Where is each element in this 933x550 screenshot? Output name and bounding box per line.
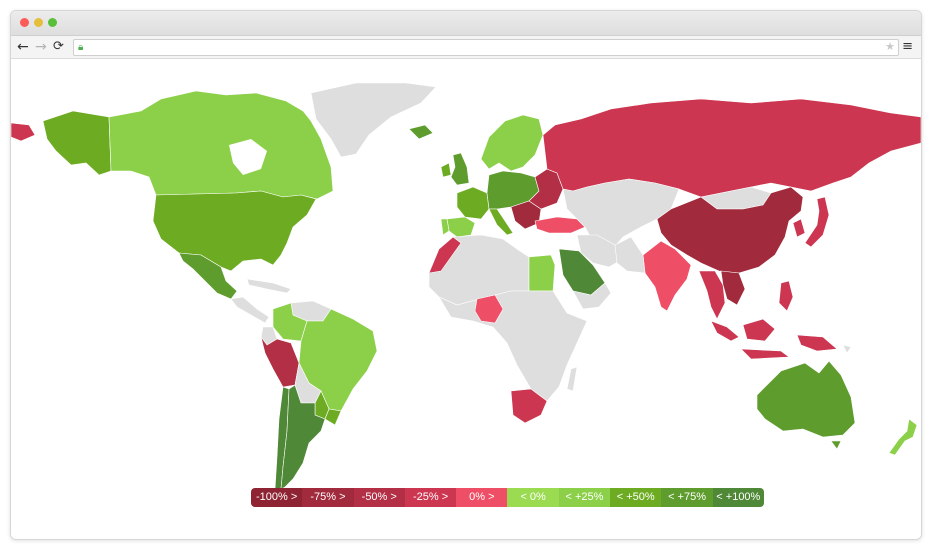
region-south-africa[interactable]	[510, 388, 548, 424]
region-scandinavia[interactable]	[480, 114, 544, 172]
region-alaska[interactable]	[42, 110, 112, 176]
region-south-korea[interactable]	[792, 218, 806, 238]
region-iceland[interactable]	[408, 124, 434, 140]
region-vietnam[interactable]	[720, 270, 746, 306]
world-map-canvas	[11, 59, 921, 539]
region-uruguay[interactable]	[324, 408, 342, 426]
region-sub-saharan-africa[interactable]	[438, 290, 588, 402]
region-pakistan[interactable]	[614, 236, 646, 274]
region-australia[interactable]	[756, 360, 856, 438]
region-papua-new-guinea[interactable]	[796, 334, 838, 352]
hamburger-menu-icon[interactable]: ≡	[902, 39, 913, 54]
region-canada[interactable]	[108, 90, 334, 200]
region-indonesia[interactable]	[710, 318, 790, 360]
star-icon[interactable]: ★	[885, 40, 895, 53]
lock-icon: 🔒︎	[78, 42, 84, 53]
region-morocco[interactable]	[428, 236, 462, 274]
region-nigeria[interactable]	[474, 294, 504, 324]
legend-item-minus-75: -75% >	[302, 488, 354, 507]
legend-item-zero-up: < 0%	[507, 488, 559, 507]
region-arabian-peninsula[interactable]	[572, 282, 612, 310]
region-turkey[interactable]	[534, 216, 586, 234]
legend-item-minus-25: -25% >	[404, 488, 457, 507]
legend-item-minus-100: -100% >	[251, 488, 303, 507]
hudson-bay	[229, 139, 267, 175]
region-central-america[interactable]	[230, 296, 270, 324]
legend-item-zero-down: 0% >	[456, 488, 508, 507]
region-portugal[interactable]	[440, 218, 450, 236]
region-new-zealand[interactable]	[888, 418, 918, 456]
region-ireland[interactable]	[440, 162, 452, 178]
region-china[interactable]	[656, 186, 804, 274]
legend-item-plus-75: < +75%	[661, 488, 713, 507]
arrow-left-icon[interactable]: ←	[17, 39, 29, 55]
region-japan[interactable]	[804, 196, 830, 248]
address-bar[interactable]: 🔒︎ ★	[73, 39, 899, 56]
region-argentina[interactable]	[280, 384, 326, 490]
legend-item-plus-25: < +25%	[558, 488, 611, 507]
legend-item-minus-50: -50% >	[353, 488, 405, 507]
browser-window: ← → ⟳ 🔒︎ ★ ≡	[10, 10, 922, 540]
region-caribbean[interactable]	[246, 278, 292, 294]
world-map	[11, 59, 921, 539]
legend-item-plus-100: < +100%	[712, 488, 764, 507]
region-southeast-asia[interactable]	[698, 270, 726, 320]
region-madagascar[interactable]	[566, 366, 578, 392]
region-russia-west-edge[interactable]	[11, 122, 36, 142]
zoom-window-button[interactable]	[48, 18, 57, 27]
reload-icon[interactable]: ⟳	[53, 39, 64, 54]
minimize-window-button[interactable]	[34, 18, 43, 27]
browser-toolbar: ← → ⟳ 🔒︎ ★ ≡	[11, 36, 921, 59]
region-egypt[interactable]	[528, 254, 556, 292]
region-philippines[interactable]	[778, 280, 794, 312]
region-tasmania[interactable]	[830, 440, 842, 450]
region-italy[interactable]	[488, 208, 514, 236]
region-greenland[interactable]	[310, 82, 437, 158]
legend-item-plus-50: < +50%	[610, 488, 662, 507]
region-india[interactable]	[642, 240, 692, 312]
title-bar	[11, 11, 921, 36]
region-pacific-islands[interactable]	[842, 344, 852, 354]
close-window-button[interactable]	[20, 18, 29, 27]
region-united-kingdom[interactable]	[450, 152, 470, 186]
region-france[interactable]	[456, 186, 490, 220]
map-legend: -100% > -75% > -50% > -25% > 0% > < 0% <…	[251, 488, 764, 507]
arrow-right-icon[interactable]: →	[35, 39, 47, 55]
